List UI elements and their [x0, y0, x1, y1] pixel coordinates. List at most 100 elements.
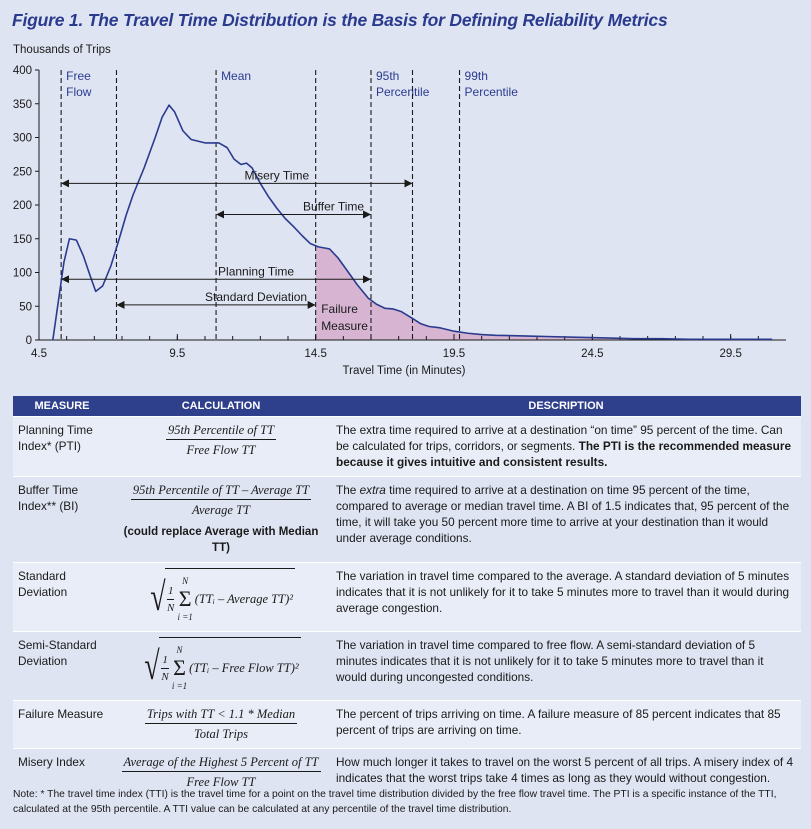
fraction-numerator: 1: [166, 583, 175, 600]
formula-term: (TTᵢ – Average TT)²: [194, 592, 293, 606]
x-tick-label: 4.5: [31, 348, 47, 360]
calculation-cell: Trips with TT < 1.1 * Median Total Trips: [111, 700, 331, 749]
x-tick-label: 9.5: [169, 348, 185, 360]
fraction-numerator: Trips with TT < 1.1 * Median: [144, 706, 298, 724]
reliability-metrics-table: MEASURE CALCULATION DESCRIPTION Planning…: [13, 396, 801, 796]
y-tick-label: 300: [13, 133, 32, 145]
marker-label: Mean: [221, 69, 251, 83]
summation-lower: i =1: [177, 612, 193, 622]
calculation-cell: √ 1 N N Σ i =1 (TTᵢ – Average TT)²: [111, 562, 331, 632]
marker-label-line: 95th: [376, 69, 399, 83]
description-text-pre: The: [336, 483, 360, 497]
description-cell: The variation in travel time compared to…: [331, 562, 801, 632]
marker-label: Free Flow: [66, 69, 92, 99]
marker-label-line: Percentile: [465, 85, 519, 99]
calculation-cell: Average of the Highest 5 Percent of TT F…: [111, 748, 331, 796]
travel-time-distribution-chart: Thousands of Trips Travel Time (in Minut…: [13, 44, 786, 377]
description-emphasis: extra: [359, 483, 386, 497]
measure-cell: Misery Index: [13, 748, 111, 796]
description-text: The extra time required to arrive at a d…: [336, 423, 783, 453]
y-tick-label: 250: [13, 166, 32, 178]
description-cell: The variation in travel time compared to…: [331, 631, 801, 701]
fraction-denominator: Average TT: [192, 503, 250, 517]
fraction-denominator: Free Flow TT: [186, 775, 256, 789]
fraction: 95th Percentile of TT Free Flow TT: [165, 422, 277, 458]
range-arrow-label: Misery Time: [244, 168, 309, 182]
x-tick-label: 24.5: [581, 348, 603, 360]
fraction-denominator: N: [161, 670, 169, 683]
y-tick-label: 50: [19, 301, 32, 313]
footnote: Note: * The travel time index (TTI) is t…: [13, 789, 777, 815]
fraction-numerator: 95th Percentile of TT: [165, 422, 277, 440]
description-text: time required to arrive at a destination…: [336, 483, 790, 545]
table-row: Semi-Standard Deviation √ 1 N N Σ i =1: [13, 631, 801, 701]
fraction-numerator: Average of the Highest 5 Percent of TT: [121, 754, 321, 772]
y-tick-label: 150: [13, 234, 32, 246]
measure-cell: Planning Time Index* (PTI): [13, 416, 111, 477]
x-tick-label: 14.5: [304, 348, 326, 360]
marker-label-line: 99th: [465, 69, 488, 83]
chart-annotation: Failure: [321, 302, 358, 316]
fraction-denominator: Free Flow TT: [186, 443, 256, 457]
description-cell: The percent of trips arriving on time. A…: [331, 700, 801, 749]
table-row: Misery Index Average of the Highest 5 Pe…: [13, 748, 801, 796]
fraction: 1 N: [166, 583, 175, 616]
distribution-curve: [52, 104, 773, 341]
y-axis-label: Thousands of Trips: [13, 44, 111, 56]
formula-term: (TTᵢ – Free Flow TT)²: [189, 661, 299, 675]
x-tick-label: 19.5: [443, 348, 465, 360]
description-cell: The extra time required to arrive at a d…: [331, 416, 801, 477]
fraction-numerator: 1: [161, 652, 169, 669]
marker-label-line: Flow: [66, 85, 92, 99]
range-arrow-label: Standard Deviation: [205, 290, 307, 304]
y-tick-label: 0: [26, 335, 32, 347]
summation: N Σ i =1: [177, 573, 192, 625]
calculation-cell: 95th Percentile of TT Free Flow TT: [111, 416, 331, 477]
summation-upper: N: [176, 645, 183, 655]
y-tick-label: 350: [13, 99, 32, 111]
square-root-icon: √: [144, 642, 161, 688]
description-cell: The extra time required to arrive at a d…: [331, 476, 801, 563]
description-cell: How much longer it takes to travel on th…: [331, 748, 801, 796]
measure-cell: Buffer Time Index** (BI): [13, 476, 111, 563]
table-row: Failure Measure Trips with TT < 1.1 * Me…: [13, 700, 801, 749]
y-tick-label: 100: [13, 268, 32, 280]
radicand: 1 N N Σ i =1 (TTᵢ – Average TT)²: [164, 568, 295, 625]
measure-cell: Standard Deviation: [13, 562, 111, 632]
fraction: Trips with TT < 1.1 * Median Total Trips: [144, 706, 298, 742]
failure-region-area: [315, 245, 773, 340]
sigma-icon: Σ: [173, 655, 186, 680]
table-row: Buffer Time Index** (BI) 95th Percentile…: [13, 476, 801, 563]
x-tick-label: 29.5: [719, 348, 741, 360]
calculation-cell: √ 1 N N Σ i =1 (TTᵢ – Free Flow TT)²: [111, 631, 331, 701]
figure-title: Figure 1. The Travel Time Distribution i…: [12, 10, 668, 30]
fraction: Average of the Highest 5 Percent of TT F…: [121, 754, 321, 790]
measure-cell: Failure Measure: [13, 700, 111, 749]
marker-label: 95th Percentile: [376, 69, 430, 99]
range-arrow-label: Planning Time: [218, 264, 294, 278]
sigma-icon: Σ: [178, 586, 192, 611]
summation: N Σ i =1: [172, 642, 187, 694]
header-calculation: CALCULATION: [111, 396, 331, 417]
summation-lower: i =1: [171, 681, 188, 691]
header-measure: MEASURE: [13, 396, 111, 417]
calculation-note: (could replace Average with Median TT): [123, 526, 319, 554]
y-tick-label: 200: [13, 200, 32, 212]
radicand: 1 N N Σ i =1 (TTᵢ – Free Flow TT)²: [159, 637, 301, 694]
measure-cell: Semi-Standard Deviation: [13, 631, 111, 701]
header-description: DESCRIPTION: [331, 396, 801, 417]
fraction-denominator: Total Trips: [193, 727, 249, 741]
semi-std-dev-formula: √ 1 N N Σ i =1 (TTᵢ – Free Flow TT)²: [141, 637, 301, 694]
marker-label-line: Free: [66, 69, 91, 83]
square-root-icon: √: [150, 573, 166, 619]
y-tick-label: 400: [13, 65, 32, 77]
fraction: 95th Percentile of TT – Average TT Avera…: [130, 482, 312, 518]
chart-annotation: Measure: [321, 319, 368, 333]
table-row: Planning Time Index* (PTI) 95th Percenti…: [13, 416, 801, 477]
fraction-denominator: N: [167, 601, 175, 614]
fraction-numerator: 95th Percentile of TT – Average TT: [130, 482, 312, 500]
marker-label: 99th Percentile: [465, 69, 519, 99]
std-dev-formula: √ 1 N N Σ i =1 (TTᵢ – Average TT)²: [147, 568, 295, 625]
calculation-cell: 95th Percentile of TT – Average TT Avera…: [111, 476, 331, 563]
marker-label-line: Mean: [221, 69, 251, 83]
